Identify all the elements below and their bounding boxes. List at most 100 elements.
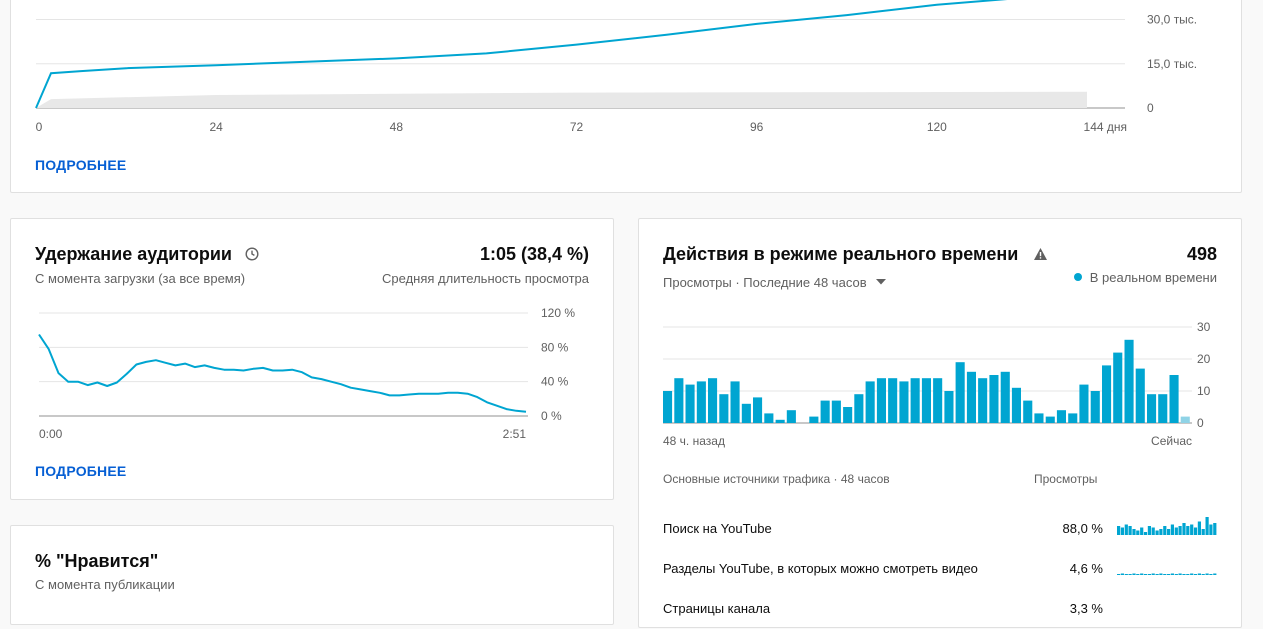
realtime-bar — [741, 403, 751, 423]
sparkline-bar — [1117, 526, 1121, 535]
sparkline-bar — [1159, 529, 1163, 535]
likes-subtitle: С момента публикации — [35, 577, 175, 592]
traffic-source-row[interactable]: Страницы канала 3,3 % — [639, 601, 1243, 625]
realtime-bar — [674, 378, 684, 423]
realtime-bar — [1023, 400, 1033, 423]
sparkline-bar — [1155, 530, 1159, 535]
traffic-source-row[interactable]: Разделы YouTube, в которых можно смотрет… — [639, 561, 1243, 585]
realtime-bar — [753, 397, 763, 423]
traffic-source-row[interactable]: Поиск на YouTube 88,0 % — [639, 517, 1243, 545]
sparkline-bar — [1163, 526, 1167, 535]
realtime-bar — [888, 378, 898, 423]
x-tick-label: 0:00 — [39, 427, 63, 441]
traffic-source-name: Разделы YouTube, в которых можно смотрет… — [663, 561, 978, 576]
sparkline-bar — [1140, 527, 1144, 535]
sparkline-bar — [1186, 526, 1190, 535]
realtime-filter-dropdown[interactable]: Просмотры · Последние 48 часов — [663, 273, 887, 290]
sparkline-bar — [1143, 532, 1148, 535]
realtime-bar — [944, 391, 954, 423]
realtime-bar — [764, 413, 774, 423]
y-tick-label: 15,0 тыс. — [1147, 57, 1197, 71]
sparkline-bar — [1205, 573, 1209, 575]
sparkline-bar — [1167, 574, 1171, 575]
retention-more-link[interactable]: ПОДРОБНЕЕ — [35, 463, 127, 479]
caret-down-icon — [876, 273, 887, 288]
realtime-bar — [1102, 365, 1112, 423]
sparkline-bar — [1151, 527, 1155, 535]
likes-title: % "Нравится" — [35, 551, 159, 571]
realtime-bar — [899, 381, 909, 423]
traffic-source-value: 88,0 % — [1062, 521, 1103, 536]
realtime-bar — [933, 378, 943, 423]
realtime-bar — [1011, 387, 1021, 423]
views-series-line — [35, 0, 1008, 109]
likes-card: % "Нравится" С момента публикации — [10, 525, 614, 625]
sparkline-bar — [1201, 574, 1205, 575]
sparkline-bar — [1182, 574, 1186, 575]
y-tick-label: 80 % — [541, 340, 569, 354]
warning-icon[interactable] — [1033, 245, 1048, 266]
x-axis-label: Сейчас — [1151, 434, 1192, 448]
retention-value-caption: Средняя длительность просмотра — [382, 271, 589, 286]
sparkline-bar — [1182, 523, 1186, 535]
realtime-card: Действия в режиме реального времени 498 … — [638, 218, 1242, 628]
realtime-bar — [831, 400, 841, 423]
sparkline-bar — [1186, 574, 1190, 575]
sparkline-bar — [1190, 524, 1194, 535]
sparkline-bar — [1201, 529, 1205, 535]
realtime-bar — [854, 394, 864, 423]
traffic-source-name: Страницы канала — [663, 601, 771, 616]
x-tick-label: 24 — [209, 120, 223, 134]
views-chart-card: 30,0 тыс. 15,0 тыс. 0 0 24 48 72 96 120 144 дня П… — [10, 0, 1242, 193]
sparkline-bar — [1167, 529, 1171, 535]
sparkline-bar — [1190, 573, 1194, 575]
legend-dot — [1073, 273, 1082, 281]
y-tick-label: 0 — [1147, 101, 1154, 115]
realtime-bar — [1113, 352, 1123, 423]
x-tick-label: 72 — [570, 120, 584, 134]
sparkline-bar — [1124, 524, 1128, 535]
sparkline-bar — [1178, 573, 1182, 575]
sparkline-bar — [1197, 573, 1201, 575]
clock-icon[interactable] — [245, 245, 259, 266]
sparkline-bar — [1170, 573, 1174, 575]
sparkline-bar — [1193, 527, 1198, 535]
sparkline-bar — [1178, 526, 1182, 535]
views-more-link[interactable]: ПОДРОБНЕЕ — [35, 157, 127, 173]
sparkline-bar — [1132, 573, 1136, 575]
sparkline-bar — [1209, 574, 1213, 575]
sparkline-bar — [1147, 526, 1151, 535]
sparkline-bar — [1193, 574, 1198, 575]
realtime-bar — [843, 407, 853, 423]
sparkline-bar — [1174, 527, 1178, 535]
sparkline-bar — [1147, 574, 1151, 575]
sparkline-bar — [1197, 521, 1201, 535]
retention-value: 1:05 (38,4 %) — [479, 244, 589, 264]
sparkline-bar — [1120, 573, 1124, 575]
realtime-bar — [1079, 384, 1089, 423]
realtime-bar — [1068, 413, 1078, 423]
y-tick-label: 0 % — [541, 409, 562, 423]
x-tick-label: 120 — [927, 120, 947, 134]
x-tick-label: 96 — [750, 120, 764, 134]
y-tick-label: 30 — [1197, 320, 1211, 334]
realtime-bar — [730, 381, 740, 423]
realtime-bar — [989, 375, 999, 423]
realtime-bar — [955, 362, 965, 423]
y-tick-label: 40 % — [541, 375, 569, 389]
traffic-sparkline — [1117, 517, 1217, 535]
realtime-bar — [786, 410, 796, 423]
sparkline-bar — [1159, 573, 1163, 575]
views-line-chart: 30,0 тыс. 15,0 тыс. 0 0 24 48 72 96 120 144 дня — [35, 0, 1197, 134]
realtime-bar — [663, 391, 673, 423]
realtime-bar — [865, 381, 875, 423]
realtime-bar — [876, 378, 886, 423]
sparkline-bar — [1136, 530, 1140, 535]
x-tick-label: 2:51 — [503, 427, 527, 441]
sparkline-bar — [1174, 574, 1178, 575]
realtime-title: Действия в режиме реального времени — [663, 244, 1048, 266]
realtime-bar — [696, 381, 706, 423]
realtime-bar — [1124, 339, 1134, 423]
y-tick-label: 30,0 тыс. — [1147, 13, 1197, 27]
y-tick-label: 120 % — [541, 306, 575, 320]
